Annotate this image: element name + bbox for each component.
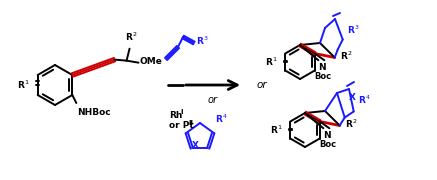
Text: Rh: Rh	[169, 111, 182, 120]
Text: or: or	[257, 80, 267, 90]
Text: R$^3$: R$^3$	[196, 35, 208, 47]
Text: R$^4$: R$^4$	[215, 113, 228, 125]
Text: R$^2$: R$^2$	[125, 30, 138, 43]
Text: X: X	[191, 141, 198, 150]
Text: Boc: Boc	[314, 72, 331, 81]
Text: R$^1$: R$^1$	[17, 79, 30, 91]
Text: R$^2$: R$^2$	[340, 49, 352, 62]
Text: I: I	[180, 109, 183, 115]
Text: OMe: OMe	[139, 57, 163, 66]
Text: NHBoc: NHBoc	[77, 108, 111, 117]
Text: R$^1$: R$^1$	[265, 56, 277, 68]
Text: N: N	[319, 63, 326, 72]
Text: R$^3$: R$^3$	[347, 23, 359, 35]
Text: R$^2$: R$^2$	[345, 117, 357, 130]
Text: N: N	[323, 131, 331, 140]
Text: or: or	[208, 95, 218, 105]
Text: II: II	[188, 120, 193, 126]
Text: Boc: Boc	[319, 140, 336, 149]
Text: R$^4$: R$^4$	[358, 93, 371, 105]
Text: X: X	[348, 93, 356, 102]
Text: R$^1$: R$^1$	[270, 124, 282, 136]
Text: or Pt: or Pt	[169, 122, 194, 130]
